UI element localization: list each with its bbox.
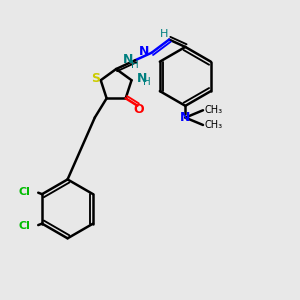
Text: O: O (134, 103, 144, 116)
Text: S: S (91, 72, 100, 85)
Text: CH₃: CH₃ (205, 120, 223, 130)
Text: H: H (143, 77, 151, 87)
Text: N: N (139, 45, 149, 58)
Text: N: N (137, 72, 147, 85)
Text: Cl: Cl (19, 187, 31, 197)
Text: CH₃: CH₃ (205, 105, 223, 115)
Text: H: H (160, 29, 168, 39)
Text: N: N (122, 53, 133, 66)
Text: H: H (131, 61, 139, 70)
Text: N: N (180, 111, 190, 124)
Text: Cl: Cl (19, 221, 31, 231)
